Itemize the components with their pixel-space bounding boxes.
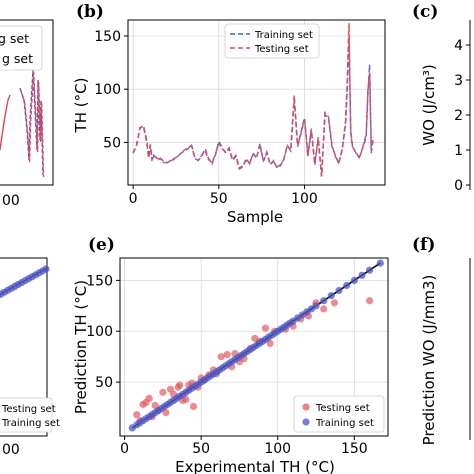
panel-a-legend-1: g set (0, 31, 29, 46)
panel-d-frame (0, 257, 48, 437)
panel-b-legend-training: Training set (254, 30, 313, 41)
panel-d-legend-testing: Testing set (1, 404, 56, 415)
panel-e-ytick-label: 50 (95, 375, 113, 391)
panel-e: (e) 0 50 100 150 50 100 150 Experimental TH (°… (72, 235, 389, 474)
panel-e-legend-testing: Testing set (315, 403, 370, 414)
panel-e-testing-point (366, 297, 374, 305)
panel-e-ytick-label: 150 (86, 273, 113, 289)
panel-f: (f) Prediction WO (J/mm3) (412, 235, 471, 446)
panel-b-ylabel: TH (°C) (72, 78, 90, 134)
panel-c-ylabel: WO (J/cm³) (420, 64, 438, 145)
panel-e-legend-swatch-training (302, 418, 310, 426)
panel-a-series-training (19, 69, 44, 176)
panel-e-xtick-label: 100 (264, 441, 291, 457)
panel-e-ticks: 0 50 100 150 50 100 150 (86, 273, 367, 457)
panel-c-ytick-label: 1 (454, 143, 463, 159)
panel-b: (b) 0 50 100 50 100 150 Sample TH (°C) Traini… (72, 2, 386, 226)
panel-e-grid (120, 258, 388, 436)
panel-e-legend: Testing set Training set (293, 395, 385, 433)
panel-f-ylabel: Prediction WO (J/mm3) (420, 275, 438, 446)
panel-e-training-point (376, 259, 384, 267)
panel-a-lines (0, 69, 45, 178)
panel-e-letter: (e) (88, 235, 115, 255)
panel-e-training-point (327, 292, 335, 300)
panel-a-series-fragment (0, 94, 11, 151)
panel-e-points (128, 259, 384, 432)
panel-c-letter: (c) (412, 2, 438, 22)
panel-b-xtick-label: 100 (291, 191, 318, 207)
panel-e-testing-point (261, 324, 270, 332)
panel-a-legend (0, 25, 43, 71)
panel-b-ytick-label: 150 (94, 29, 121, 45)
panel-e-xlabel: Experimental TH (°C) (175, 458, 335, 474)
panel-e-testing-point (189, 402, 198, 411)
panel-e-testing-point (133, 411, 141, 419)
panel-b-xtick-label: 0 (129, 191, 138, 207)
panel-d: Testing set Training set 00 (0, 257, 60, 458)
panel-a-xtick: 00 (2, 193, 20, 209)
panel-d-points (0, 265, 50, 299)
panel-e-testing-point (223, 351, 231, 359)
panel-b-legend-testing: Testing set (254, 44, 309, 55)
panel-c-ticks: 0 1 2 3 4 (454, 38, 470, 194)
panel-e-legend-training: Training set (315, 418, 374, 429)
panel-b-letter: (b) (76, 2, 104, 22)
panel-e-ytick-label: 100 (86, 324, 113, 340)
panel-c-ytick-label: 0 (454, 178, 463, 194)
panel-c-ytick-label: 4 (454, 38, 463, 54)
panel-b-ytick-label: 50 (103, 135, 121, 151)
panel-e-ylabel: Prediction TH (°C) (72, 280, 90, 414)
panel-e-testing-point (320, 305, 328, 313)
panel-e-xtick-label: 50 (192, 441, 210, 457)
panel-e-testing-point (330, 299, 338, 307)
panel-e-training-point (335, 286, 343, 295)
panel-b-frame (127, 19, 386, 186)
panel-e-training-point (343, 281, 351, 290)
panel-e-training-point (312, 302, 320, 310)
panel-b-ticks: 0 50 100 50 100 150 (94, 29, 318, 207)
panel-c-ytick-label: 2 (454, 108, 463, 124)
panel-e-training-point (366, 266, 374, 274)
panel-a-legend-2: g set (2, 51, 33, 66)
panel-e-testing-point (159, 388, 167, 396)
panel-e-legend-swatch-testing (302, 403, 310, 411)
panel-a-series-testing (19, 71, 45, 178)
panel-b-ytick-label: 100 (94, 82, 121, 98)
panel-b-legend-box (224, 23, 320, 59)
panel-e-frame (119, 257, 389, 437)
panel-e-training-point (350, 276, 358, 284)
panel-e-testing-point (176, 381, 184, 389)
panel-c: (c) WO (J/cm³) 0 1 2 3 4 (412, 2, 471, 194)
panel-b-lines (132, 23, 374, 177)
panel-e-testing-point (162, 409, 170, 417)
panel-e-xtick-label: 150 (341, 441, 368, 457)
panel-e-testing-point (145, 394, 153, 402)
panel-b-series-training (132, 35, 374, 177)
panel-c-ytick-label: 3 (454, 73, 463, 89)
panel-d-point (42, 265, 50, 273)
panel-b-xlabel: Sample (227, 208, 283, 226)
panel-e-xtick-label: 0 (120, 441, 129, 457)
panel-e-training-point (320, 297, 328, 305)
panel-d-legend-training: Training set (1, 418, 60, 429)
panel-d-legend (0, 397, 53, 433)
panel-a: g set g set 00 (0, 19, 54, 209)
panel-e-testing-point (217, 353, 225, 361)
panel-b-xtick-label: 50 (210, 191, 228, 207)
panel-e-legend-box (293, 395, 385, 433)
panel-f-letter: (f) (412, 235, 435, 255)
panel-a-frame (0, 19, 54, 186)
panel-e-training-point (358, 271, 366, 279)
panel-b-legend: Training set Testing set (224, 23, 320, 59)
panel-d-xtick: 00 (2, 442, 20, 458)
